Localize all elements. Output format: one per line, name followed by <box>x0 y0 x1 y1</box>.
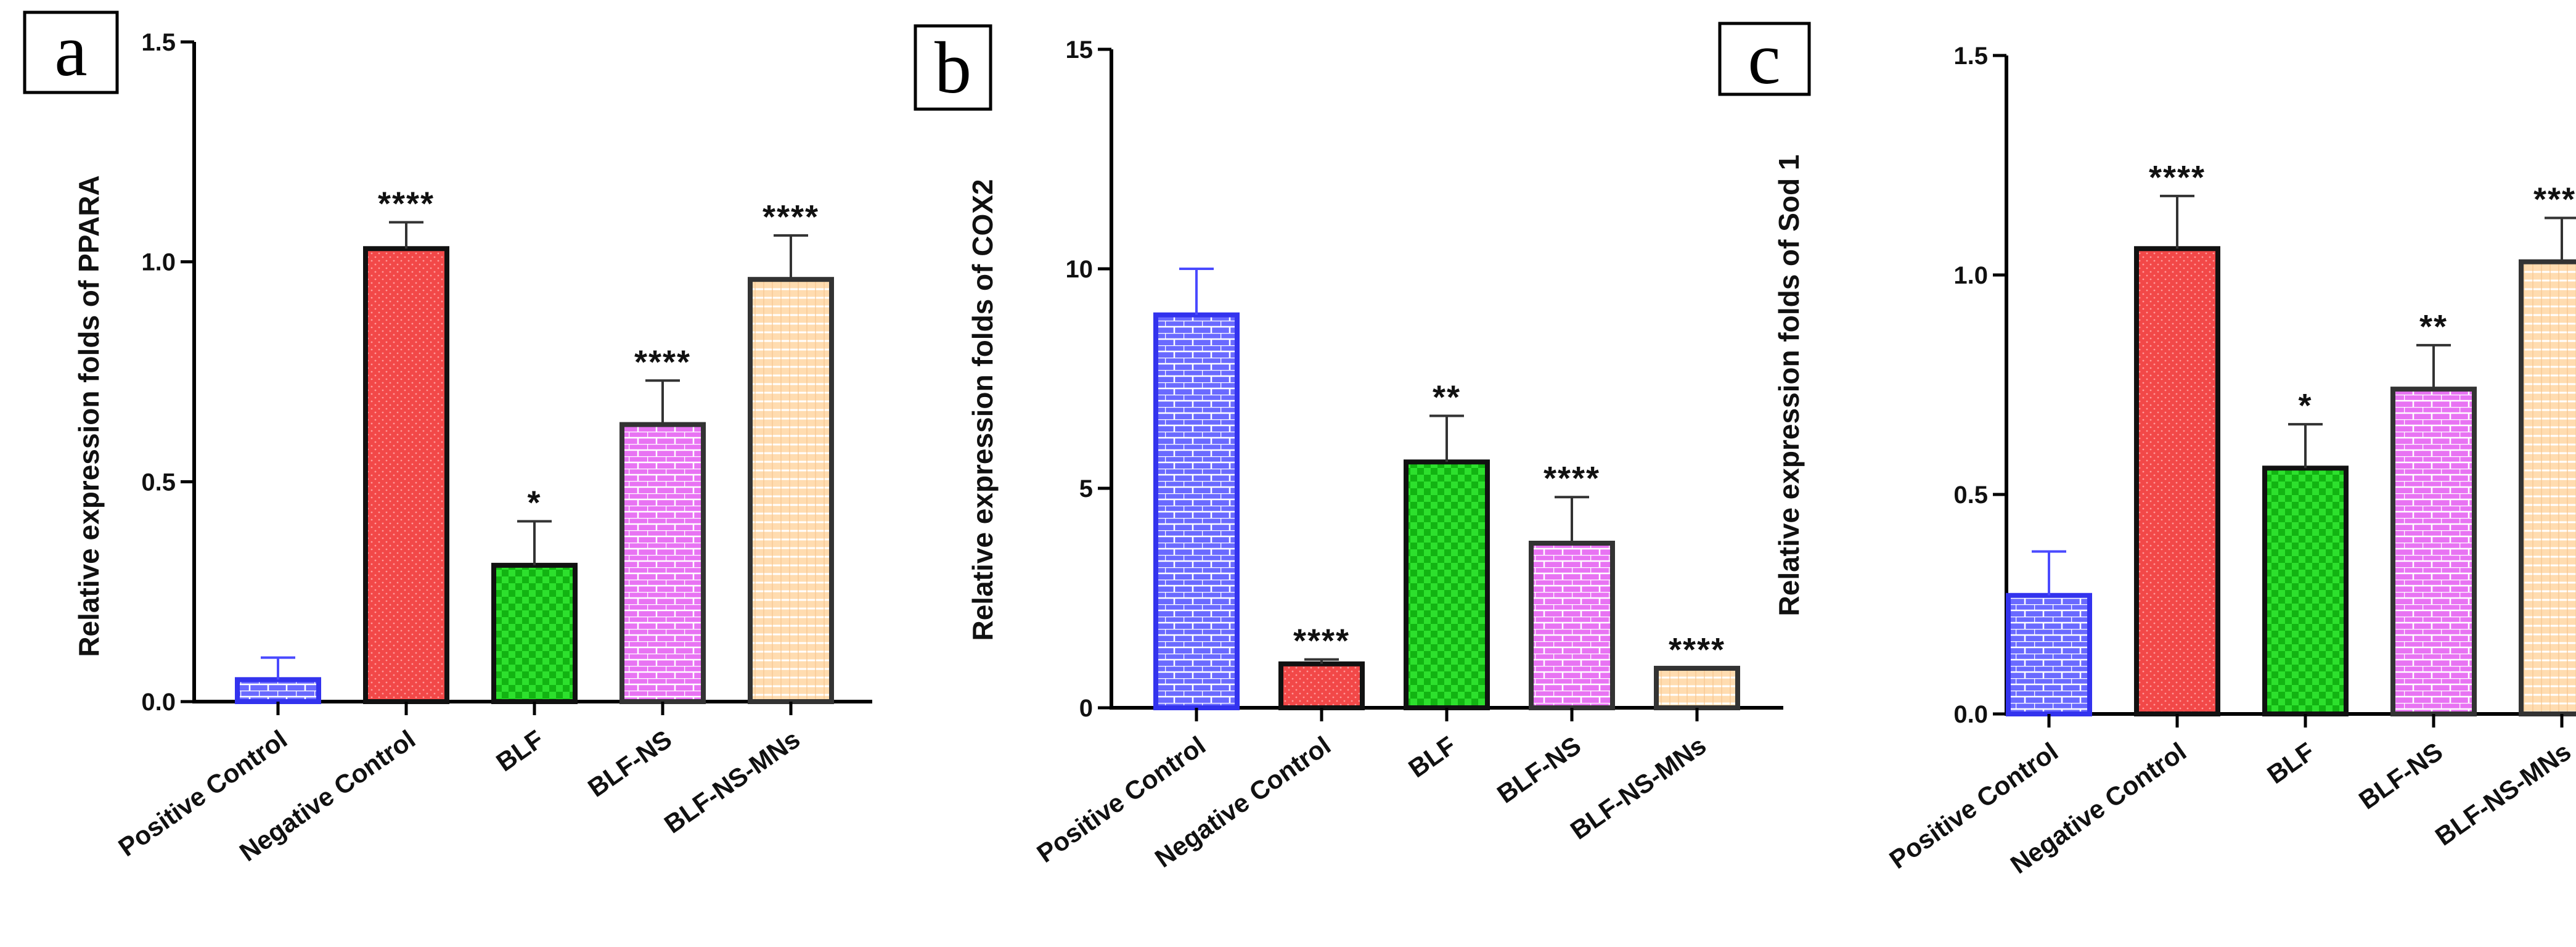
bar <box>1404 459 1490 711</box>
panel-a: a Relative expression folds of PPARA 0.0… <box>23 9 872 867</box>
bar <box>235 677 321 705</box>
y-tick-label: 0.5 <box>141 469 176 496</box>
y-tick-label: 1.0 <box>1953 262 1988 289</box>
bar <box>491 562 578 704</box>
significance-label: **** <box>2149 159 2206 196</box>
x-category-label: BLF-NS <box>2353 737 2448 815</box>
bar <box>2006 592 2092 717</box>
x-category-label: BLF-NS-MNs <box>1565 731 1711 845</box>
panel-letter-box <box>914 24 992 111</box>
y-tick-label: 1.5 <box>1953 43 1988 70</box>
x-category-label: BLF <box>1403 731 1461 783</box>
x-category-label: BLF-NS-MNs <box>659 724 805 839</box>
significance-label: * <box>2298 387 2312 424</box>
significance-label: **** <box>1669 631 1725 668</box>
y-tick-label: 15 <box>1066 36 1094 64</box>
panel-letter: c <box>1748 17 1780 99</box>
panel-c: c Relative expression folds of Sod 1 0.0… <box>1718 17 2576 879</box>
y-tick-label: 1.0 <box>141 249 176 276</box>
y-axis-title: Relative expression folds of COX2 <box>967 179 999 641</box>
y-axis-title: Relative expression folds of Sod 1 <box>1773 155 1805 617</box>
significance-label: **** <box>1544 460 1600 497</box>
panel-letter-box <box>23 10 119 94</box>
panel-letter: a <box>54 9 87 91</box>
significance-label: **** <box>1293 623 1350 660</box>
bar <box>2134 246 2220 716</box>
bar <box>1278 661 1365 711</box>
y-tick-label: 5 <box>1079 475 1093 502</box>
y-tick-label: 0.5 <box>1953 482 1988 509</box>
bar <box>619 422 706 704</box>
y-tick-label: 10 <box>1066 256 1094 283</box>
panel-b: b Relative expression folds of COX2 0 5 10… <box>914 24 1783 873</box>
significance-label: **** <box>2533 181 2576 218</box>
x-category-label: BLF-NS-MNs <box>2430 737 2576 851</box>
y-axis-title: Relative expression folds of PPARA <box>73 175 105 657</box>
significance-label: **** <box>634 343 691 380</box>
y-tick-label: 0.0 <box>1953 701 1988 728</box>
bar <box>1529 541 1615 710</box>
bar <box>1654 665 1740 711</box>
significance-label: **** <box>763 199 819 236</box>
bar <box>2390 387 2477 716</box>
bar <box>363 246 449 704</box>
bar <box>2519 259 2576 716</box>
y-tick-label: 0.0 <box>141 689 176 716</box>
significance-label: **** <box>378 185 435 222</box>
panel-letter-box <box>1718 22 1811 96</box>
bar <box>748 277 834 704</box>
significance-label: ** <box>1433 379 1461 416</box>
significance-label: ** <box>2419 308 2448 345</box>
y-tick-label: 0 <box>1079 695 1093 722</box>
bar <box>2262 465 2349 717</box>
significance-label: * <box>527 485 541 522</box>
x-category-label: BLF-NS <box>1492 731 1586 809</box>
panel-letter: b <box>934 27 971 109</box>
x-category-label: BLF-NS <box>583 724 677 803</box>
y-tick-label: 1.5 <box>141 29 176 56</box>
bar <box>1153 312 1240 710</box>
x-category-label: BLF <box>491 724 549 777</box>
x-category-label: BLF <box>2262 737 2320 789</box>
